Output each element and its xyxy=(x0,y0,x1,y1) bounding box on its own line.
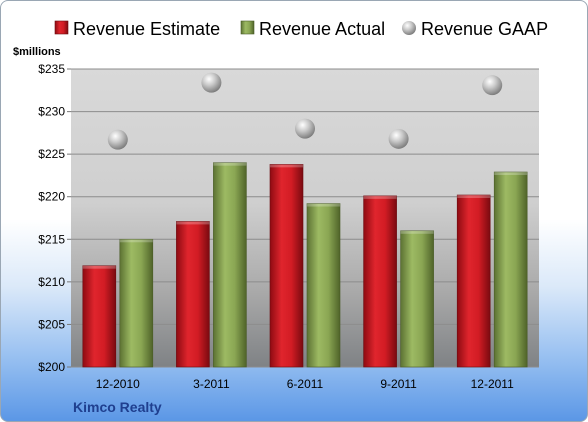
bar-revenue-actual xyxy=(493,171,528,368)
bars xyxy=(82,162,528,368)
x-tick-label: 12-2011 xyxy=(471,377,514,391)
bar-revenue-estimate-highlight xyxy=(363,195,397,199)
bar-revenue-actual xyxy=(119,238,154,368)
bar-revenue-estimate xyxy=(82,265,117,368)
y-tick-label: $200 xyxy=(38,360,65,374)
bar-revenue-estimate-highlight xyxy=(176,221,210,225)
bar-revenue-estimate-highlight xyxy=(82,265,116,269)
bar-revenue-actual-highlight xyxy=(119,239,153,243)
bar-revenue-estimate xyxy=(269,164,304,368)
legend-swatch-gaap xyxy=(402,21,416,35)
legend-label-estimate: Revenue Estimate xyxy=(73,19,220,39)
y-tick-label: $220 xyxy=(38,190,65,204)
y-tick-label: $230 xyxy=(38,105,65,119)
y-tick-label: $225 xyxy=(38,147,65,161)
bar-revenue-actual xyxy=(400,230,434,368)
y-tick-label: $205 xyxy=(38,317,65,331)
x-tick-label: 3-2011 xyxy=(193,377,230,391)
legend-item-revenue-actual: Revenue Actual xyxy=(240,19,385,39)
bar-revenue-estimate xyxy=(176,221,210,368)
bar-revenue-estimate-highlight xyxy=(270,164,303,168)
marker-revenue-gaap xyxy=(201,72,222,93)
x-axis-ticks: 12-2010 3-2011 6-2011 9-2011 12-2011 xyxy=(96,377,514,391)
bar-revenue-actual-highlight xyxy=(307,203,340,207)
marker-revenue-gaap xyxy=(388,128,409,149)
y-tick-label: $215 xyxy=(38,232,65,246)
legend-item-revenue-gaap: Revenue GAAP xyxy=(402,19,548,39)
legend-label-actual: Revenue Actual xyxy=(259,19,385,39)
legend-swatch-actual xyxy=(240,20,255,35)
bar-revenue-estimate-highlight xyxy=(457,195,491,199)
y-tick-label: $235 xyxy=(38,62,65,76)
y-axis-ticks: $200 $205 $210 $215 $220 $225 $230 $235 xyxy=(38,62,65,374)
y-axis-unit-label: $millions xyxy=(13,46,61,58)
bar-revenue-actual-highlight xyxy=(494,172,528,176)
bar-revenue-actual-highlight xyxy=(213,162,247,166)
marker-revenue-gaap xyxy=(107,129,128,150)
bar-revenue-estimate xyxy=(456,194,491,368)
marker-revenue-gaap xyxy=(482,75,503,96)
bar-revenue-actual xyxy=(306,203,341,368)
bar-revenue-estimate xyxy=(363,195,397,368)
legend-swatch-estimate xyxy=(54,20,69,35)
company-name: Kimco Realty xyxy=(73,399,162,415)
y-tick-label: $210 xyxy=(38,275,65,289)
legend-item-revenue-estimate: Revenue Estimate xyxy=(54,19,220,39)
x-tick-label: 12-2010 xyxy=(96,377,140,391)
gaap-markers xyxy=(107,72,503,150)
legend: Revenue Estimate Revenue Actual Revenue … xyxy=(54,19,548,39)
x-tick-label: 9-2011 xyxy=(380,377,417,391)
bar-revenue-actual xyxy=(213,162,247,368)
x-tick-label: 6-2011 xyxy=(287,377,324,391)
marker-revenue-gaap xyxy=(295,118,315,139)
legend-label-gaap: Revenue GAAP xyxy=(421,19,548,39)
bar-revenue-actual-highlight xyxy=(400,230,434,234)
